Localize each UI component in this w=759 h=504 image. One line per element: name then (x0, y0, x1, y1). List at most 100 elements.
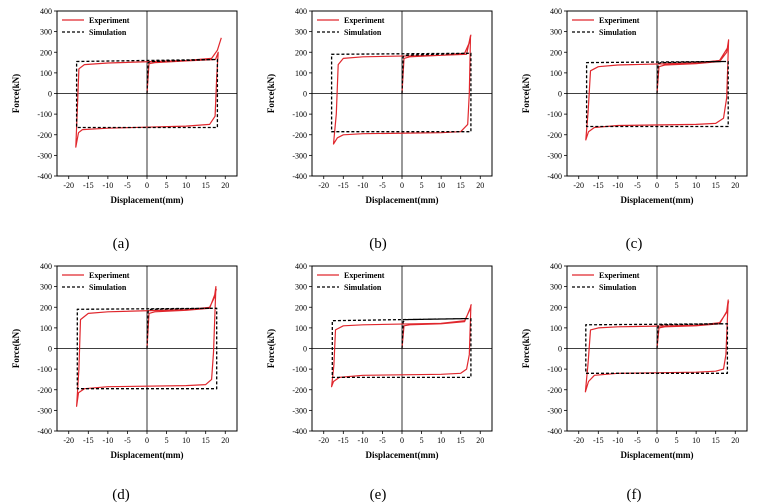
legend: Experiment Simulation (572, 271, 640, 292)
x-tick-label: 15 (712, 436, 720, 445)
y-tick-label: -100 (547, 110, 562, 119)
x-tick-label: -20 (63, 436, 74, 445)
y-axis-label: Force(kN) (266, 74, 276, 113)
y-tick-label: 0 (558, 345, 562, 354)
x-axis-label: Displacement(mm) (366, 450, 439, 460)
legend-experiment-label: Experiment (89, 271, 130, 280)
y-tick-label: -200 (547, 386, 562, 395)
x-tick-label: 5 (165, 181, 169, 190)
y-axis-label: Force(kN) (11, 329, 21, 368)
y-tick-label: 300 (295, 283, 307, 292)
y-tick-label: -100 (547, 365, 562, 374)
x-tick-label: 15 (457, 436, 465, 445)
y-axis-label: Force(kN) (521, 329, 531, 368)
simulation-series-line (75, 58, 219, 129)
x-axis-label: Displacement(mm) (111, 195, 184, 205)
x-tick-label: 5 (675, 181, 679, 190)
y-tick-label: 400 (550, 262, 562, 271)
x-tick-label: 10 (182, 436, 190, 445)
legend-simulation-label: Simulation (344, 283, 382, 292)
y-tick-label: 200 (40, 48, 52, 57)
panel-label: (a) (113, 236, 130, 252)
x-axis-label: Displacement(mm) (621, 195, 694, 205)
x-tick-label: 10 (182, 181, 190, 190)
y-tick-label: 0 (558, 90, 562, 99)
x-tick-label: 5 (420, 181, 424, 190)
panel-label: (e) (370, 487, 387, 503)
legend-simulation-label: Simulation (89, 283, 127, 292)
legend-simulation-label: Simulation (599, 283, 637, 292)
x-tick-label: -10 (613, 436, 624, 445)
x-tick-label: -20 (318, 436, 329, 445)
y-tick-label: 200 (295, 303, 307, 312)
chart-panel: -20 -15 -10 -5 0 5 10 15 20 -400 -300 -200 -100 0 100 2… (11, 262, 238, 503)
x-tick-label: -15 (83, 436, 94, 445)
panel-label: (d) (112, 487, 130, 503)
chart-panel: -20 -15 -10 -5 0 5 10 15 20 -400 -300 -200 -100 0 100 2… (266, 262, 493, 503)
x-tick-label: -15 (338, 436, 349, 445)
y-tick-label: -100 (292, 110, 307, 119)
x-tick-label: 0 (655, 181, 659, 190)
x-tick-label: -15 (338, 181, 349, 190)
x-tick-label: 20 (221, 436, 229, 445)
x-tick-label: -15 (83, 181, 94, 190)
y-tick-label: 100 (295, 69, 307, 78)
y-tick-label: 300 (40, 283, 52, 292)
y-tick-label: 400 (295, 7, 307, 16)
x-tick-label: 10 (437, 181, 445, 190)
x-axis-label: Displacement(mm) (621, 450, 694, 460)
simulation-series-line (330, 52, 472, 133)
simulation-series-line (76, 307, 218, 390)
x-tick-label: -20 (573, 181, 584, 190)
x-tick-label: -15 (593, 436, 604, 445)
y-axis-label: Force(kN) (11, 74, 21, 113)
x-tick-label: -20 (318, 181, 329, 190)
y-tick-label: 400 (40, 7, 52, 16)
legend-simulation-label: Simulation (89, 28, 127, 37)
y-tick-label: -300 (292, 151, 307, 160)
chart-panel: -20 -15 -10 -5 0 5 10 15 20 -400 -300 -200 -100 0 100 2… (521, 7, 748, 252)
y-tick-label: -400 (37, 427, 52, 436)
x-tick-label: -10 (358, 436, 369, 445)
chart-panel: -20 -15 -10 -5 0 5 10 15 20 -400 -300 -200 -100 0 100 2… (521, 262, 748, 503)
legend-simulation-label: Simulation (344, 28, 382, 37)
chart-panel: -20 -15 -10 -5 0 5 10 15 20 -400 -300 -200 -100 0 100 2… (11, 7, 238, 252)
legend: Experiment Simulation (317, 16, 385, 37)
x-tick-label: 10 (437, 436, 445, 445)
y-tick-label: -400 (292, 427, 307, 436)
y-tick-label: -300 (547, 406, 562, 415)
y-tick-label: -300 (547, 151, 562, 160)
x-tick-label: 5 (165, 436, 169, 445)
x-tick-label: -10 (358, 181, 369, 190)
y-tick-label: -200 (547, 131, 562, 140)
y-axis-label: Force(kN) (266, 329, 276, 368)
y-tick-label: 100 (40, 324, 52, 333)
simulation-series-line (331, 317, 472, 379)
experiment-series-line (331, 304, 472, 388)
legend-experiment-label: Experiment (344, 16, 385, 25)
y-tick-label: -300 (37, 151, 52, 160)
x-tick-label: 15 (202, 436, 210, 445)
y-tick-label: -400 (292, 172, 307, 181)
x-tick-label: 5 (420, 436, 424, 445)
x-tick-label: -5 (124, 436, 131, 445)
y-tick-label: 300 (295, 28, 307, 37)
x-tick-label: -10 (103, 436, 114, 445)
legend-experiment-label: Experiment (599, 16, 640, 25)
x-tick-label: -5 (379, 436, 386, 445)
x-tick-label: 20 (221, 181, 229, 190)
x-tick-label: -10 (103, 181, 114, 190)
y-tick-label: 200 (295, 48, 307, 57)
y-tick-label: 0 (303, 90, 307, 99)
x-tick-label: 0 (400, 181, 404, 190)
x-tick-label: 15 (202, 181, 210, 190)
y-tick-label: -400 (547, 172, 562, 181)
y-tick-label: -100 (37, 110, 52, 119)
y-tick-label: 200 (550, 48, 562, 57)
y-tick-label: 100 (40, 69, 52, 78)
y-tick-label: 100 (550, 69, 562, 78)
x-tick-label: 0 (145, 181, 149, 190)
x-tick-label: 20 (731, 181, 739, 190)
legend-experiment-label: Experiment (344, 271, 385, 280)
simulation-series-line (585, 60, 729, 128)
